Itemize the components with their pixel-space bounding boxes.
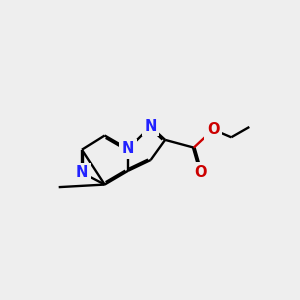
Text: N: N <box>76 165 88 180</box>
Text: O: O <box>207 122 219 137</box>
Text: N: N <box>122 141 134 156</box>
Text: N: N <box>145 119 157 134</box>
Text: O: O <box>194 165 207 180</box>
